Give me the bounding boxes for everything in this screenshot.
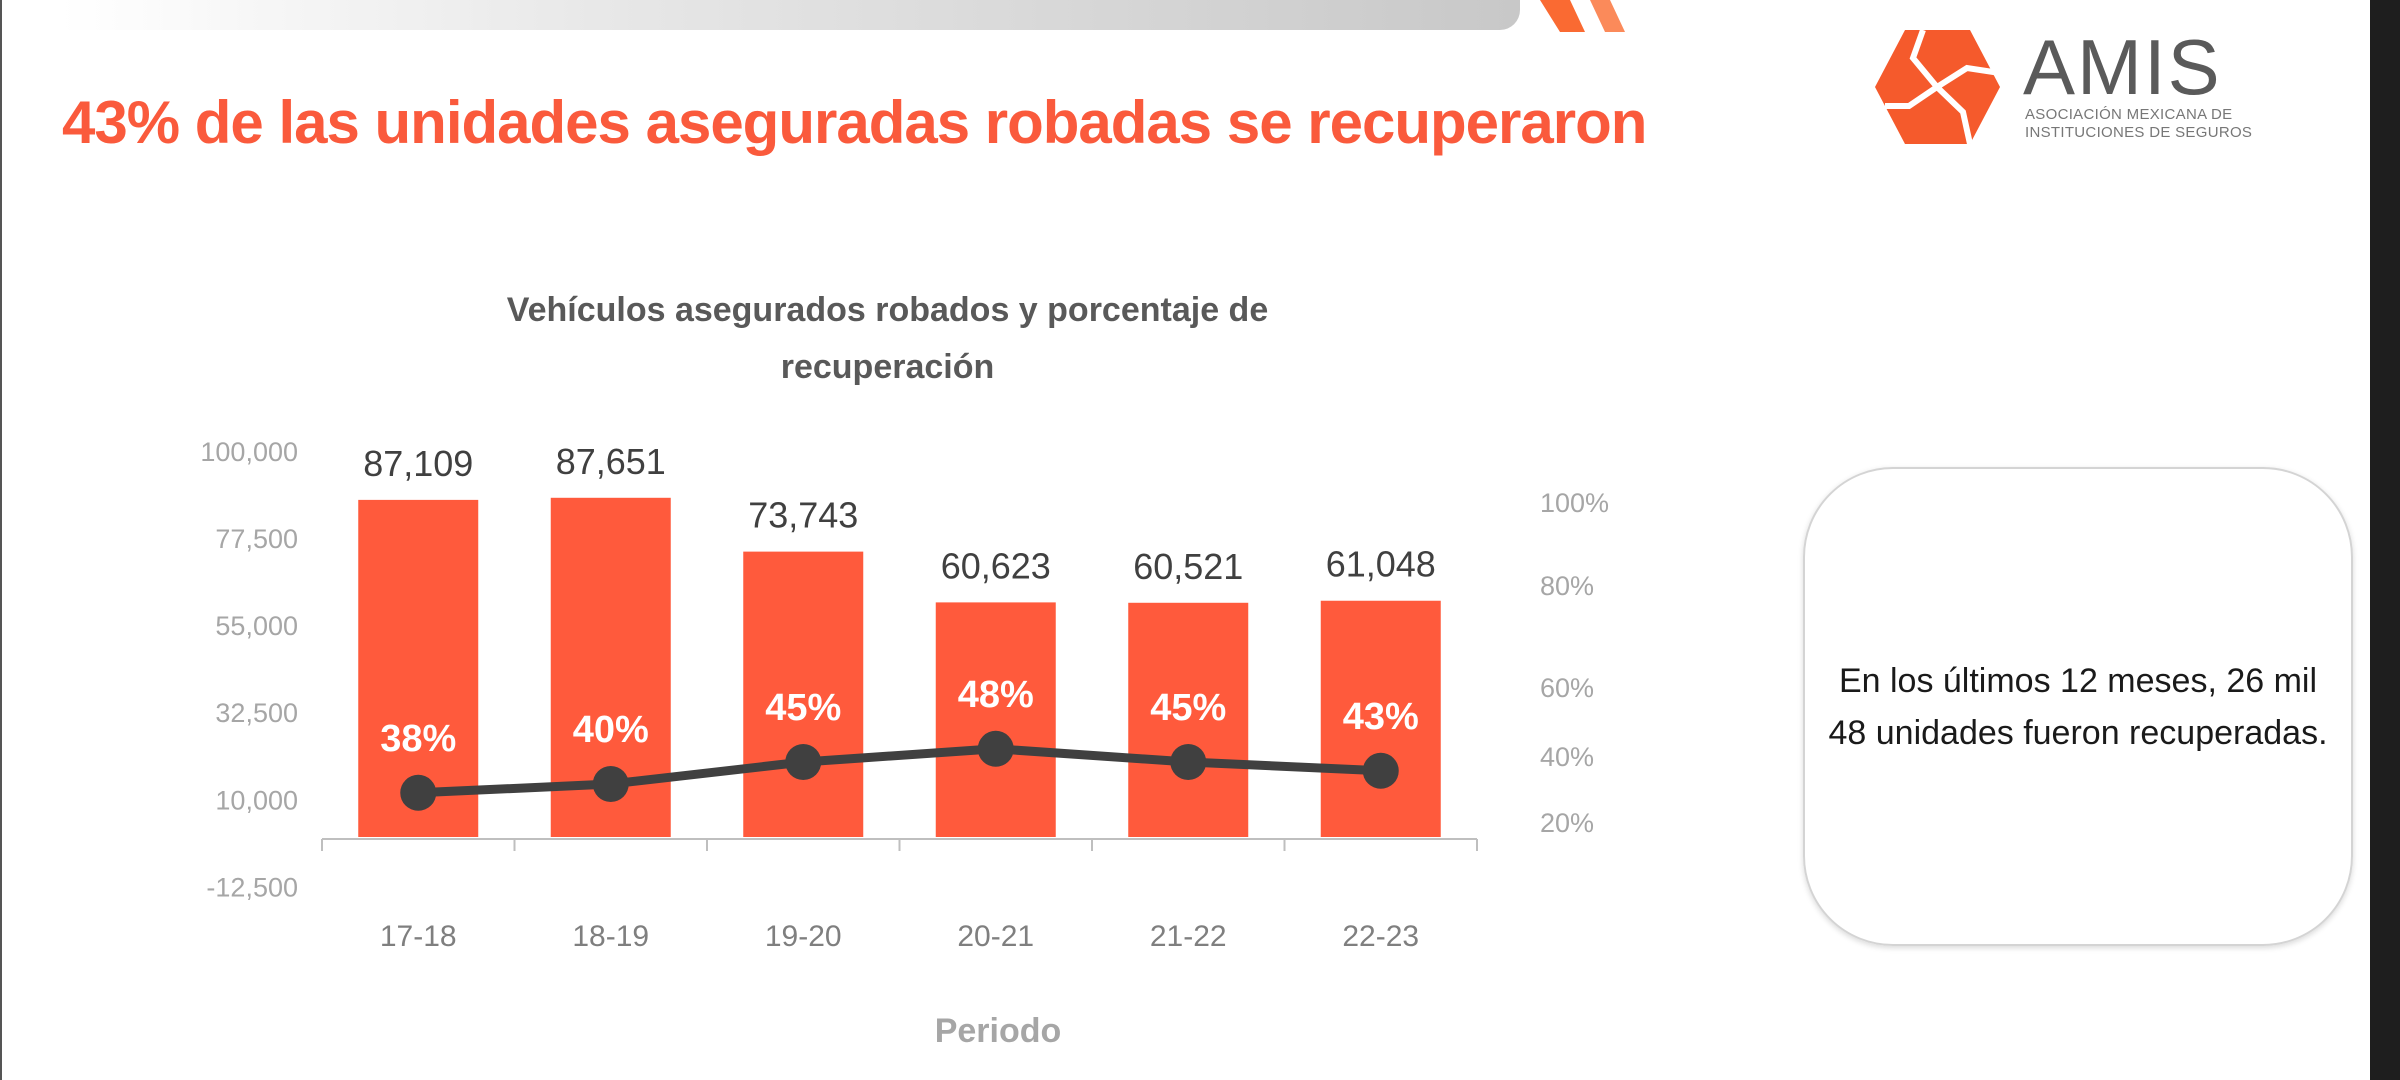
x-axis-tick-label: 21-22 (1150, 920, 1227, 953)
x-axis-tick-label: 19-20 (765, 920, 842, 953)
bar-value-label: 87,109 (363, 443, 473, 484)
bar-value-label: 61,048 (1326, 544, 1436, 585)
amis-logo: AMIS ASOCIACIÓN MEXICANA DE INSTITUCIONE… (1875, 23, 2252, 148)
x-axis-tick-label: 20-21 (957, 920, 1034, 953)
x-axis-title: Periodo (935, 1012, 1062, 1050)
bar-20-21 (935, 602, 1056, 837)
window-right-edge (2370, 0, 2400, 1080)
left-axis-tick-label: 10,000 (215, 785, 298, 815)
bar-19-20 (743, 551, 864, 837)
recovery-point-20-21 (977, 730, 1014, 767)
right-axis-tick-label: 60% (1540, 673, 1594, 703)
chart-title: Vehículos asegurados robados y porcentaj… (506, 291, 1269, 386)
recovery-percent-label: 45% (765, 687, 841, 729)
decorative-slashes-icon (1540, 0, 1625, 32)
recovery-line (418, 744, 1381, 798)
amis-hexagon-icon (1875, 28, 2000, 145)
recovery-point-21-22 (1170, 744, 1207, 780)
logo-subtitle-line2: INSTITUCIONES DE SEGUROS (2025, 124, 2253, 141)
bar-22-23 (1320, 600, 1441, 837)
recovery-point-19-20 (785, 744, 822, 780)
header-decoration-bar (60, 0, 1520, 30)
logo-subtitle-line1: ASOCIACIÓN MEXICANA DE (2025, 106, 2233, 123)
recovery-point-22-23 (1362, 752, 1399, 789)
bar-value-label: 60,623 (941, 545, 1051, 586)
x-axis-tick-label: 22-23 (1342, 920, 1419, 953)
recovery-percent-label: 40% (573, 709, 649, 751)
left-axis-tick-label: 100,000 (200, 437, 298, 467)
bar-value-label: 60,521 (1133, 546, 1243, 587)
x-axis-tick-label: 17-18 (380, 920, 457, 953)
recovery-percent-label: 45% (1150, 687, 1226, 729)
left-axis-tick-label: 55,000 (215, 611, 298, 641)
left-axis-tick-label: 77,500 (215, 524, 298, 554)
recovery-point-18-19 (592, 766, 629, 802)
slide-title: 43% de las unidades aseguradas robadas s… (62, 89, 1647, 156)
window-left-edge (0, 0, 2, 1080)
right-axis-tick-label: 40% (1540, 742, 1594, 772)
right-axis-tick-label: 100% (1540, 488, 1609, 518)
logo-subtitle: ASOCIACIÓN MEXICANA DE INSTITUCIONES DE … (2025, 106, 2252, 142)
note-box: En los últimos 12 meses, 26 mil 48 unida… (1803, 467, 2353, 946)
right-axis-tick-label: 20% (1540, 808, 1594, 838)
recovery-point-17-18 (400, 774, 437, 811)
bar-21-22 (1128, 602, 1249, 837)
recovery-percent-label: 38% (380, 718, 456, 760)
bar-value-label: 87,651 (556, 441, 666, 482)
x-axis-tick-label: 18-19 (572, 920, 649, 953)
bar-value-label: 73,743 (748, 495, 858, 536)
recovery-percent-label: 48% (958, 674, 1034, 716)
left-axis-tick-label: -12,500 (206, 872, 298, 902)
right-axis-tick-label: 80% (1540, 571, 1594, 601)
recovery-percent-label: 43% (1343, 696, 1419, 738)
left-axis-tick-label: 32,500 (215, 698, 298, 728)
logo-name: AMIS (2023, 23, 2222, 111)
note-text: En los últimos 12 meses, 26 mil 48 unida… (1828, 661, 2328, 752)
